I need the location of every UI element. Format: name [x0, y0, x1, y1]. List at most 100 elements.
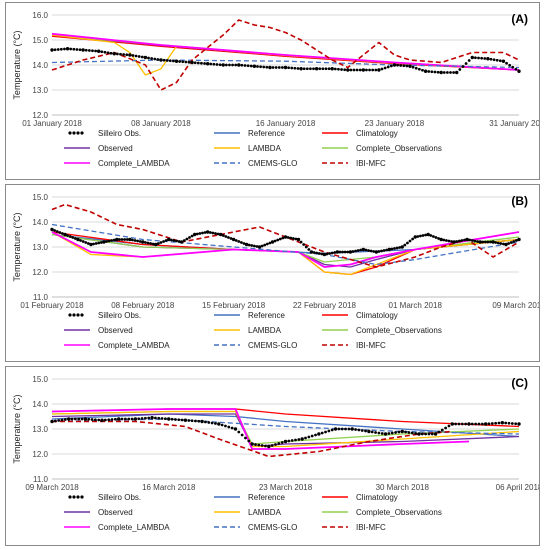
obs-point: [514, 422, 518, 426]
obs-point: [151, 242, 155, 246]
obs-point: [478, 240, 482, 244]
x-tick-label: 09 March 2018: [492, 301, 539, 310]
legend-item-obs: Silleiro Obs.: [68, 311, 141, 320]
obs-point: [113, 417, 117, 421]
obs-point: [277, 66, 281, 69]
obs-point: [470, 55, 474, 60]
obs-point: [227, 425, 231, 429]
obs-point: [395, 246, 399, 250]
legend-item-complete_lambda: Complete_LAMBDA: [64, 523, 170, 532]
obs-point: [330, 67, 334, 71]
obs-point: [180, 418, 184, 422]
obs-point: [190, 419, 194, 423]
obs-point: [354, 428, 357, 431]
obs-point: [337, 67, 340, 71]
obs-point: [287, 66, 291, 70]
obs-point: [385, 248, 389, 252]
legend-item-reference: Reference: [214, 493, 285, 502]
obs-point: [180, 240, 184, 244]
y-axis-label: Temperature (°C): [12, 212, 22, 281]
obs-point: [408, 64, 412, 68]
x-tick-label: 22 February 2018: [293, 301, 357, 310]
obs-point: [444, 239, 448, 242]
obs-point: [172, 59, 175, 63]
obs-point: [63, 232, 67, 237]
obs-point: [470, 239, 474, 242]
obs-point: [512, 240, 516, 243]
legend-item-climatology: Climatology: [322, 129, 398, 138]
obs-point: [174, 418, 177, 421]
obs-point: [495, 58, 499, 62]
obs-point: [486, 240, 490, 244]
obs-point: [84, 241, 88, 244]
obs-point: [89, 242, 93, 247]
legend-label: Silleiro Obs.: [98, 129, 141, 138]
obs-point: [147, 56, 150, 60]
obs-point: [247, 439, 251, 443]
obs-point: [131, 54, 135, 57]
obs-point: [182, 239, 186, 242]
legend-item-observed: Observed: [64, 144, 133, 153]
obs-point: [53, 48, 57, 52]
obs-point: [159, 241, 163, 244]
obs-point: [143, 55, 148, 60]
obs-point: [140, 417, 144, 420]
obs-point: [361, 247, 366, 252]
y-tick-label: 15.0: [32, 193, 48, 202]
obs-point: [312, 251, 316, 254]
obs-point: [460, 422, 464, 426]
legend-item-observed: Observed: [64, 326, 133, 335]
obs-point: [273, 239, 277, 243]
obs-point: [190, 234, 194, 238]
obs-point: [169, 238, 173, 242]
obs-point: [359, 248, 363, 252]
obs-point: [196, 61, 200, 65]
series-cmems: [51, 418, 520, 435]
obs-point: [156, 58, 160, 61]
legend-item-complete_lambda: Complete_LAMBDA: [64, 341, 170, 350]
obs-point: [216, 232, 220, 236]
obs-point: [78, 48, 82, 52]
legend-item-ibi: IBI-MFC: [322, 159, 386, 168]
obs-point: [330, 251, 334, 255]
obs-point: [501, 59, 506, 63]
obs-point: [230, 426, 234, 430]
obs-point: [309, 67, 312, 71]
legend-label: Climatology: [356, 311, 398, 320]
obs-point: [437, 237, 440, 240]
obs-point: [247, 243, 251, 247]
obs-point: [364, 429, 367, 433]
series-obs: [50, 416, 521, 449]
y-tick-label: 14.0: [32, 218, 48, 227]
legend-label: LAMBDA: [248, 144, 282, 153]
obs-point: [473, 239, 477, 243]
obs-point: [187, 419, 191, 422]
obs-point: [209, 62, 213, 66]
obs-point: [133, 417, 138, 421]
obs-point: [174, 59, 179, 63]
series-obs: [50, 47, 521, 75]
obs-point: [290, 439, 294, 442]
obs-point: [449, 71, 452, 74]
obs-point: [128, 53, 132, 57]
obs-point: [221, 63, 225, 67]
obs-point: [410, 431, 414, 435]
obs-point: [228, 63, 231, 67]
obs-point: [367, 249, 370, 252]
obs-point: [185, 237, 189, 241]
obs-point: [346, 68, 350, 72]
y-tick-label: 11.0: [33, 475, 49, 484]
obs-point: [159, 58, 163, 62]
obs-point: [328, 252, 332, 255]
legend-item-lambda: LAMBDA: [214, 508, 282, 517]
obs-point: [283, 235, 288, 239]
legend-swatch: [76, 131, 80, 135]
obs-point: [115, 237, 119, 242]
obs-point: [347, 427, 351, 431]
obs-point: [419, 234, 422, 238]
obs-point: [335, 250, 340, 254]
obs-point: [507, 242, 511, 245]
obs-point: [504, 421, 508, 425]
obs-point: [445, 71, 449, 74]
obs-point: [383, 66, 387, 70]
